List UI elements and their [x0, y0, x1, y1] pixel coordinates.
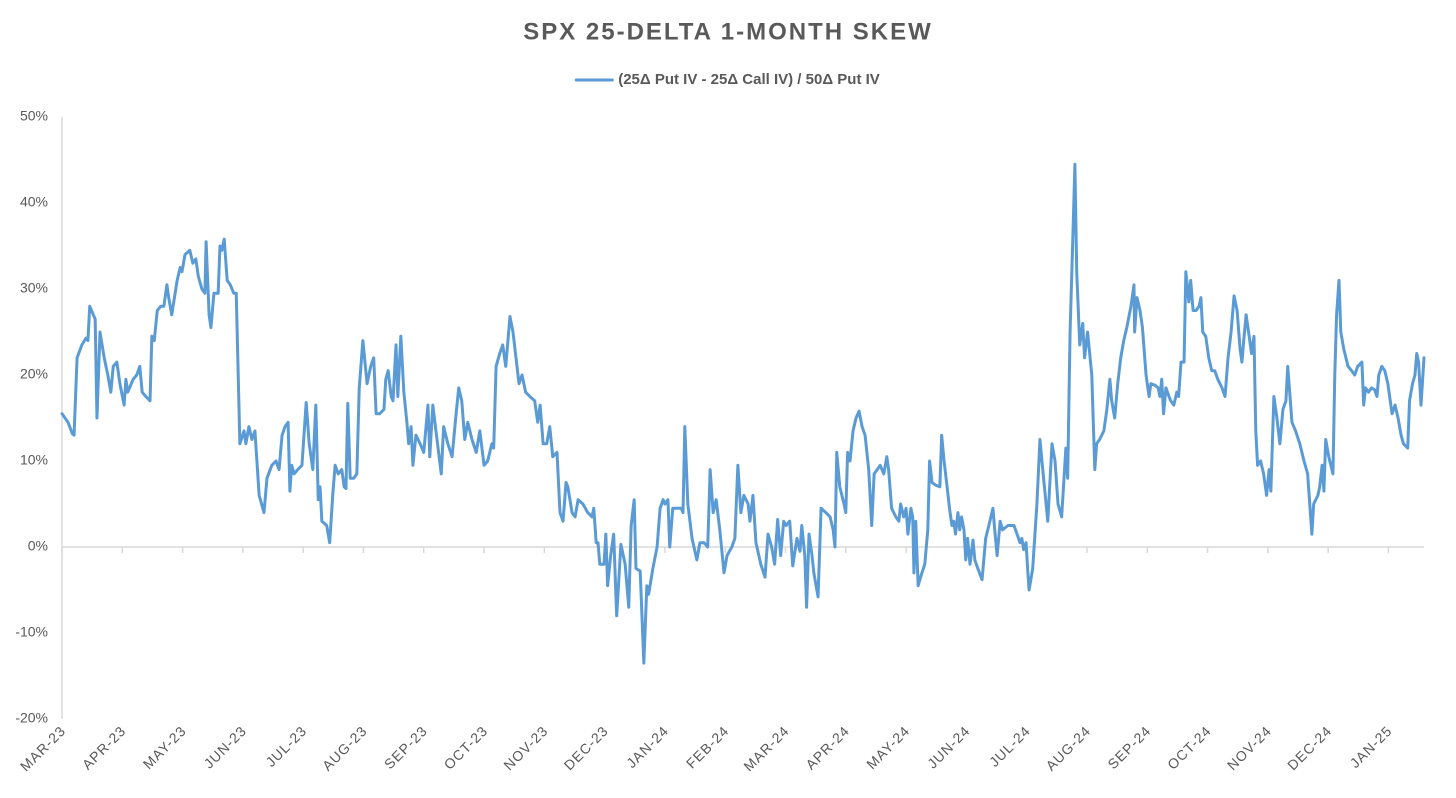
- x-tick-label: SEP-24: [1104, 722, 1154, 772]
- x-tick-label: JUL-23: [262, 722, 309, 769]
- x-tick-label: OCT-24: [1164, 722, 1214, 772]
- y-tick-label: 0%: [28, 538, 48, 554]
- legend: (25Δ Put IV - 25Δ Call IV) / 50Δ Put IV: [574, 71, 880, 88]
- x-tick-label: NOV-23: [500, 722, 551, 773]
- chart-title: SPX 25-DELTA 1-MONTH SKEW: [523, 18, 933, 45]
- y-tick-label: 50%: [20, 108, 48, 124]
- plot-area: [60, 162, 1426, 665]
- x-tick-label: DEC-23: [561, 722, 612, 773]
- x-tick-label: APR-24: [802, 722, 852, 772]
- x-tick-label: FEB-24: [683, 722, 732, 771]
- x-tick-label: MAR-23: [17, 722, 69, 774]
- axes: -20%-10%0%10%20%30%40%50%MAR-23 APR-23 MAY…: [15, 108, 1424, 774]
- x-tick-label: JAN-24: [623, 722, 672, 771]
- series-line: [60, 162, 1426, 665]
- y-tick-label: 20%: [20, 366, 48, 382]
- y-tick-label: -20%: [15, 710, 48, 726]
- y-tick-label: -10%: [15, 624, 48, 640]
- x-tick-label: AUG-23: [319, 722, 370, 773]
- x-tick-label: MAY-24: [863, 722, 913, 772]
- x-tick-label: DEC-24: [1284, 722, 1335, 773]
- y-tick-label: 40%: [20, 194, 48, 210]
- x-tick-label: JUN-24: [924, 722, 973, 771]
- y-tick-label: 10%: [20, 452, 48, 468]
- x-tick-label: MAY-23: [140, 722, 190, 772]
- x-tick-label: SEP-23: [381, 722, 431, 772]
- x-tick-label: MAR-24: [740, 722, 792, 774]
- y-tick-label: 30%: [20, 280, 48, 296]
- legend-label: (25Δ Put IV - 25Δ Call IV) / 50Δ Put IV: [618, 71, 880, 88]
- x-tick-label: JAN-25: [1347, 722, 1396, 771]
- x-tick-label: AUG-24: [1042, 722, 1093, 773]
- x-tick-label: NOV-24: [1224, 722, 1275, 773]
- x-tick-label: OCT-23: [441, 722, 491, 772]
- x-tick-label: JUN-23: [200, 722, 249, 771]
- x-tick-label: APR-23: [79, 722, 129, 772]
- x-tick-label: JUL-24: [986, 722, 1033, 769]
